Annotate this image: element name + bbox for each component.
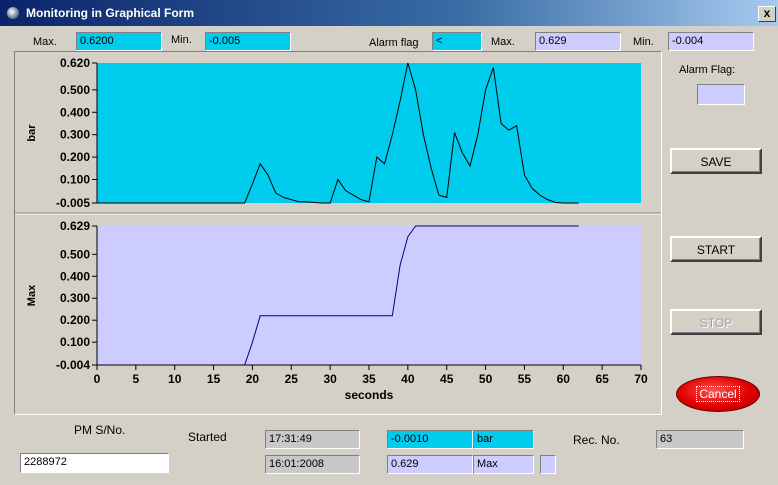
min2-label: Min.: [633, 36, 654, 48]
rec-no-field: 63: [656, 430, 744, 449]
y-axis-label-1: bar: [26, 124, 38, 142]
x-tick-label: 25: [285, 372, 299, 386]
max2-field: 0.629: [535, 32, 621, 51]
start-button[interactable]: START: [670, 236, 762, 262]
rec-no-label: Rec. No.: [573, 433, 620, 447]
x-tick-label: 15: [207, 372, 221, 386]
max-reading-field: 0.629: [387, 455, 473, 474]
cancel-button[interactable]: Cancel: [676, 376, 760, 412]
cancel-label: Cancel: [696, 386, 740, 402]
x-tick-label: 0: [94, 372, 101, 386]
title-bar: Monitoring in Graphical Form x: [0, 0, 778, 26]
start-time-field: 17:31:49: [265, 430, 360, 449]
max-indicator: [540, 455, 556, 474]
current-reading-field: -0.0010: [387, 430, 473, 449]
y-tick-label-1: 0.300: [60, 128, 90, 142]
min2-field: -0.004: [668, 32, 754, 51]
plot-area-2: [97, 226, 641, 365]
alarm-flag-field: <: [432, 32, 482, 51]
x-tick-label: 65: [595, 372, 609, 386]
x-tick-label: 30: [323, 372, 337, 386]
x-tick-label: 45: [440, 372, 454, 386]
app-icon: [6, 6, 20, 20]
y-tick-label-1: 0.200: [60, 150, 90, 164]
plot-area-1: [97, 63, 641, 203]
chart-panel: 0.620 0.500 0.400 0.300 0.200 0.100 -0.005 bar 0…: [14, 51, 662, 415]
x-tick-label: 10: [168, 372, 182, 386]
reading-unit-field: bar: [473, 430, 534, 449]
y-tick-label-2: 0.400: [60, 269, 90, 283]
x-axis-label: seconds: [345, 388, 394, 402]
alarm-flag-label: Alarm flag: [369, 37, 419, 49]
min-field: -0.005: [205, 32, 291, 51]
y-axis-label-2: Max: [26, 284, 38, 306]
x-tick-label: 20: [246, 372, 260, 386]
y-tick-label-1: 0.100: [60, 172, 90, 186]
y-tick-label-1: -0.005: [56, 196, 90, 210]
x-tick-label: 5: [133, 372, 140, 386]
y-tick-label-2: 0.200: [60, 313, 90, 327]
stop-button[interactable]: STOP: [670, 309, 762, 335]
series-line-1: [97, 62, 579, 204]
y-tick-label-1: 0.620: [60, 56, 90, 70]
save-button[interactable]: SAVE: [670, 148, 762, 174]
x-tick-label: 50: [479, 372, 493, 386]
y-tick-label-2: 0.629: [60, 219, 90, 233]
x-tick-label: 60: [557, 372, 571, 386]
y-tick-label-2: -0.004: [56, 358, 90, 372]
x-tick-label: 40: [401, 372, 415, 386]
pm-sno-input[interactable]: 2288972: [20, 453, 169, 473]
x-tick-label: 55: [518, 372, 532, 386]
y-tick-label-2: 0.100: [60, 335, 90, 349]
window-title: Monitoring in Graphical Form: [26, 6, 194, 20]
side-alarm-flag-label: Alarm Flag:: [679, 64, 736, 76]
max-label: Max.: [33, 36, 57, 48]
max2-label: Max.: [491, 36, 515, 48]
y-tick-label-1: 0.500: [60, 83, 90, 97]
start-date-field: 16:01:2008: [265, 455, 360, 474]
pm-sno-label: PM S/No.: [74, 423, 126, 437]
min-label: Min.: [171, 34, 192, 46]
chart-svg: 0.620 0.500 0.400 0.300 0.200 0.100 -0.005 bar 0…: [15, 56, 661, 402]
y-tick-label-1: 0.400: [60, 105, 90, 119]
side-alarm-flag-field: [697, 84, 745, 105]
y-tick-label-2: 0.300: [60, 291, 90, 305]
max-field: 0.6200: [76, 32, 162, 51]
x-tick-label: 70: [634, 372, 648, 386]
x-tick-label: 35: [362, 372, 376, 386]
started-label: Started: [188, 430, 227, 444]
y-tick-label-2: 0.500: [60, 247, 90, 261]
max-reading-label-field: Max: [473, 455, 534, 474]
series-line-2: [97, 225, 579, 366]
close-button[interactable]: x: [758, 6, 776, 22]
